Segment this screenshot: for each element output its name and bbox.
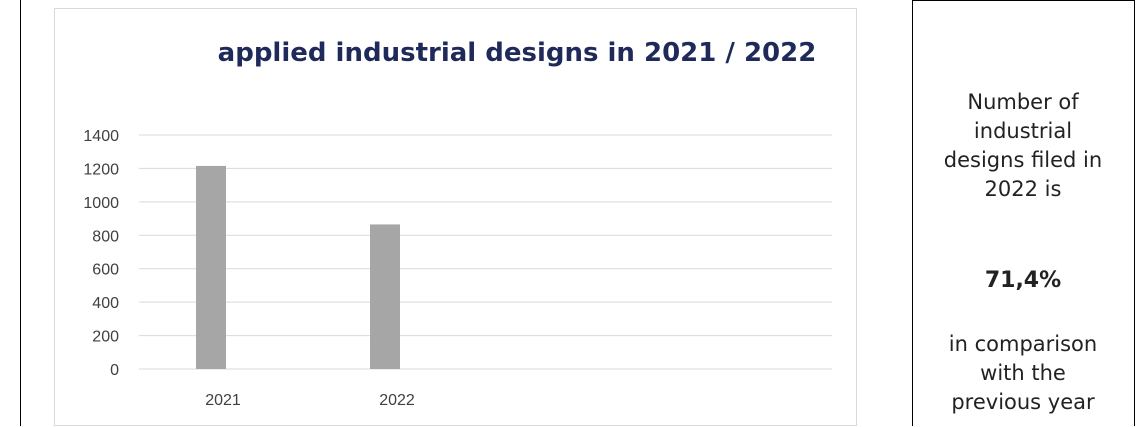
bar-2021	[196, 165, 226, 369]
y-tick-label: 1400	[83, 128, 119, 145]
x-tick-label: 2022	[379, 392, 415, 409]
table-border-left	[20, 0, 21, 426]
comparison-panel: Number of industrial designs filed in 20…	[916, 0, 1130, 426]
chart-title: applied industrial designs in 2021 / 202…	[217, 38, 817, 68]
y-tick-label: 800	[92, 228, 119, 245]
y-tick-label: 400	[92, 295, 119, 312]
comparison-percent: 71,4%	[984, 268, 1062, 293]
bar-2022	[370, 224, 400, 369]
y-tick-label: 600	[92, 262, 119, 279]
y-tick-label: 1000	[83, 195, 119, 212]
table-border-top	[912, 0, 1135, 1]
table-border-right	[1134, 0, 1135, 426]
bar-chart: 0 200 400 600 800 1000 1200 1400 2021 2022	[83, 128, 832, 409]
y-tick-label: 200	[92, 329, 119, 346]
x-tick-label: 2021	[205, 392, 241, 409]
comparison-intro: Number of industrial designs filed in 20…	[943, 90, 1103, 201]
y-tick-label: 0	[110, 362, 119, 379]
y-tick-label: 1200	[83, 161, 119, 178]
chart-area: applied industrial designs in 2021 / 202…	[54, 8, 857, 426]
comparison-outro: in comparison with the previous year	[948, 332, 1098, 414]
table-border-middle	[912, 0, 913, 426]
